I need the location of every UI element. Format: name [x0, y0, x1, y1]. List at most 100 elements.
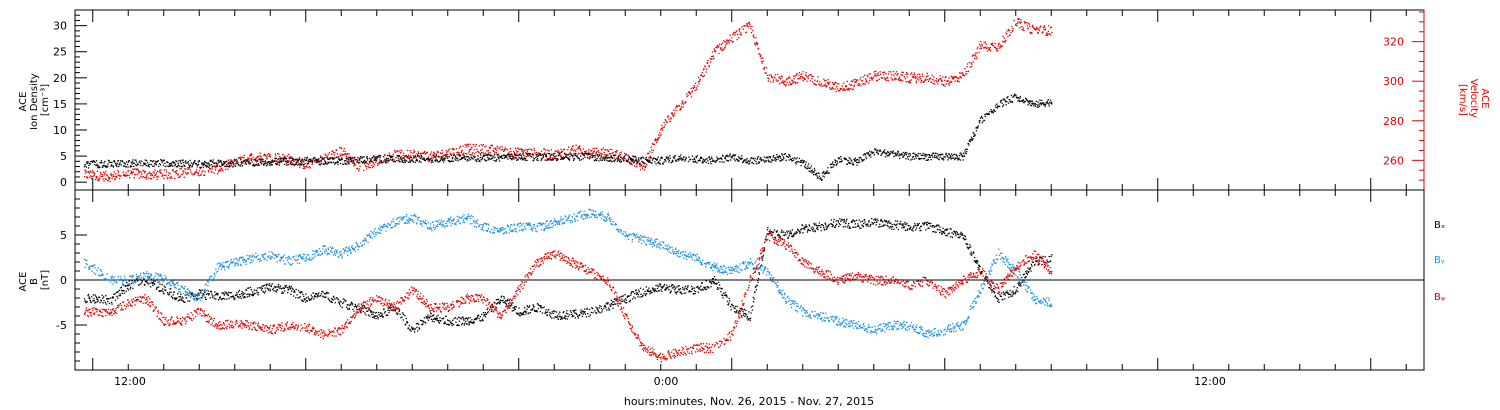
density-point-1598	[914, 153, 916, 155]
bx-point-454	[327, 297, 329, 299]
velocity-point-790	[501, 148, 504, 151]
density-point-1169	[694, 158, 696, 161]
density-point-1025	[616, 160, 619, 162]
velocity-point-1058	[640, 163, 642, 166]
bx-point-794	[505, 302, 507, 305]
bx-point-731	[473, 321, 475, 324]
density-point-306	[245, 162, 247, 164]
bx-point-345	[269, 288, 271, 290]
density-point-622	[404, 159, 406, 161]
bx-point-761	[487, 311, 489, 313]
velocity-point-136	[152, 171, 154, 173]
density-point-1290	[757, 155, 760, 158]
density-point-1502	[865, 156, 867, 158]
velocity-point-731	[470, 148, 472, 151]
density-point-1844	[1039, 99, 1041, 101]
density-point-1292	[758, 162, 761, 164]
density-point-1435	[832, 161, 834, 163]
density-point-1403	[816, 175, 818, 177]
velocity-point-661	[434, 153, 436, 155]
velocity-point-43	[104, 172, 106, 174]
velocity-point-613	[409, 150, 411, 152]
velocity-point-1703	[971, 55, 974, 57]
velocity-point-799	[506, 148, 509, 151]
bx-point-235	[213, 295, 215, 297]
velocity-point-1361	[797, 78, 800, 80]
density-point-1764	[997, 105, 999, 108]
velocity-point-656	[431, 156, 433, 158]
velocity-point-1212	[721, 47, 723, 49]
density-point-541	[362, 156, 364, 158]
bx-point-694	[456, 324, 458, 326]
density-point-1316	[772, 159, 774, 161]
density-point-199	[188, 165, 190, 167]
bx-point-81	[127, 289, 130, 291]
density-point-98	[134, 164, 137, 166]
bx-point-48	[110, 301, 113, 304]
bx-point-311	[251, 293, 253, 295]
density-point-1358	[793, 157, 796, 159]
velocity-point-355	[270, 160, 272, 162]
bx-point-944	[581, 311, 583, 313]
velocity-point-786	[498, 148, 501, 150]
velocity-point-961	[589, 155, 591, 158]
velocity-point-102	[135, 174, 137, 176]
velocity-point-1136	[681, 103, 683, 105]
bx-point-116	[149, 282, 151, 284]
bx-point-443	[321, 290, 323, 293]
bx-point-328	[261, 285, 263, 287]
velocity-point-142	[155, 173, 157, 176]
bx-point-317	[254, 292, 256, 294]
bx-point-870	[542, 307, 544, 309]
density-point-1711	[968, 140, 970, 142]
density-point-335	[260, 161, 262, 164]
density-point-1397	[813, 168, 816, 170]
velocity-point-1057	[639, 169, 642, 171]
velocity-point-976	[597, 155, 599, 157]
density-point-1236	[730, 159, 732, 161]
velocity-point-1644	[942, 76, 944, 78]
velocity-point-63	[113, 171, 115, 173]
density-point-436	[308, 158, 311, 161]
bx-point-310	[251, 294, 253, 296]
velocity-point-1026	[623, 159, 625, 162]
velocity-point-509	[351, 156, 353, 158]
density-point-1758	[994, 110, 996, 112]
bx-point-808	[512, 302, 514, 304]
density-point-1512	[870, 156, 872, 158]
bx-point-255	[223, 294, 225, 296]
velocity-point-1146	[687, 94, 689, 97]
density-point-141	[158, 163, 161, 165]
density-point-1149	[680, 154, 682, 156]
density-point-22	[96, 163, 98, 165]
bx-point-915	[565, 316, 567, 318]
density-point-1182	[700, 157, 702, 159]
bottom-data-points	[83, 208, 1053, 363]
density-point-1177	[698, 160, 700, 162]
density-point-588	[386, 159, 388, 162]
density-point-532	[358, 162, 360, 164]
velocity-point-1185	[707, 60, 709, 62]
velocity-point-324	[254, 160, 256, 162]
velocity-point-1803	[1024, 22, 1026, 24]
bx-point-437	[317, 293, 319, 295]
density-point-1096	[652, 158, 654, 160]
bx-point-473	[338, 302, 340, 305]
density-point-1193	[706, 158, 708, 160]
bx-point-387	[291, 290, 293, 292]
velocity-point-1052	[637, 160, 639, 163]
density-point-11	[89, 163, 91, 165]
density-point-1723	[974, 135, 976, 137]
density-point-1336	[781, 159, 783, 161]
velocity-point-625	[416, 153, 418, 155]
velocity-point-573	[387, 161, 389, 163]
density-point-1160	[687, 160, 690, 163]
bx-point-253	[222, 297, 225, 300]
velocity-point-93	[130, 171, 133, 173]
density-point-1364	[797, 161, 799, 163]
density-point-592	[388, 154, 390, 157]
velocity-point-1462	[849, 87, 852, 90]
density-point-292	[236, 160, 238, 162]
velocity-point-758	[484, 152, 486, 154]
density-point-689	[441, 157, 443, 159]
